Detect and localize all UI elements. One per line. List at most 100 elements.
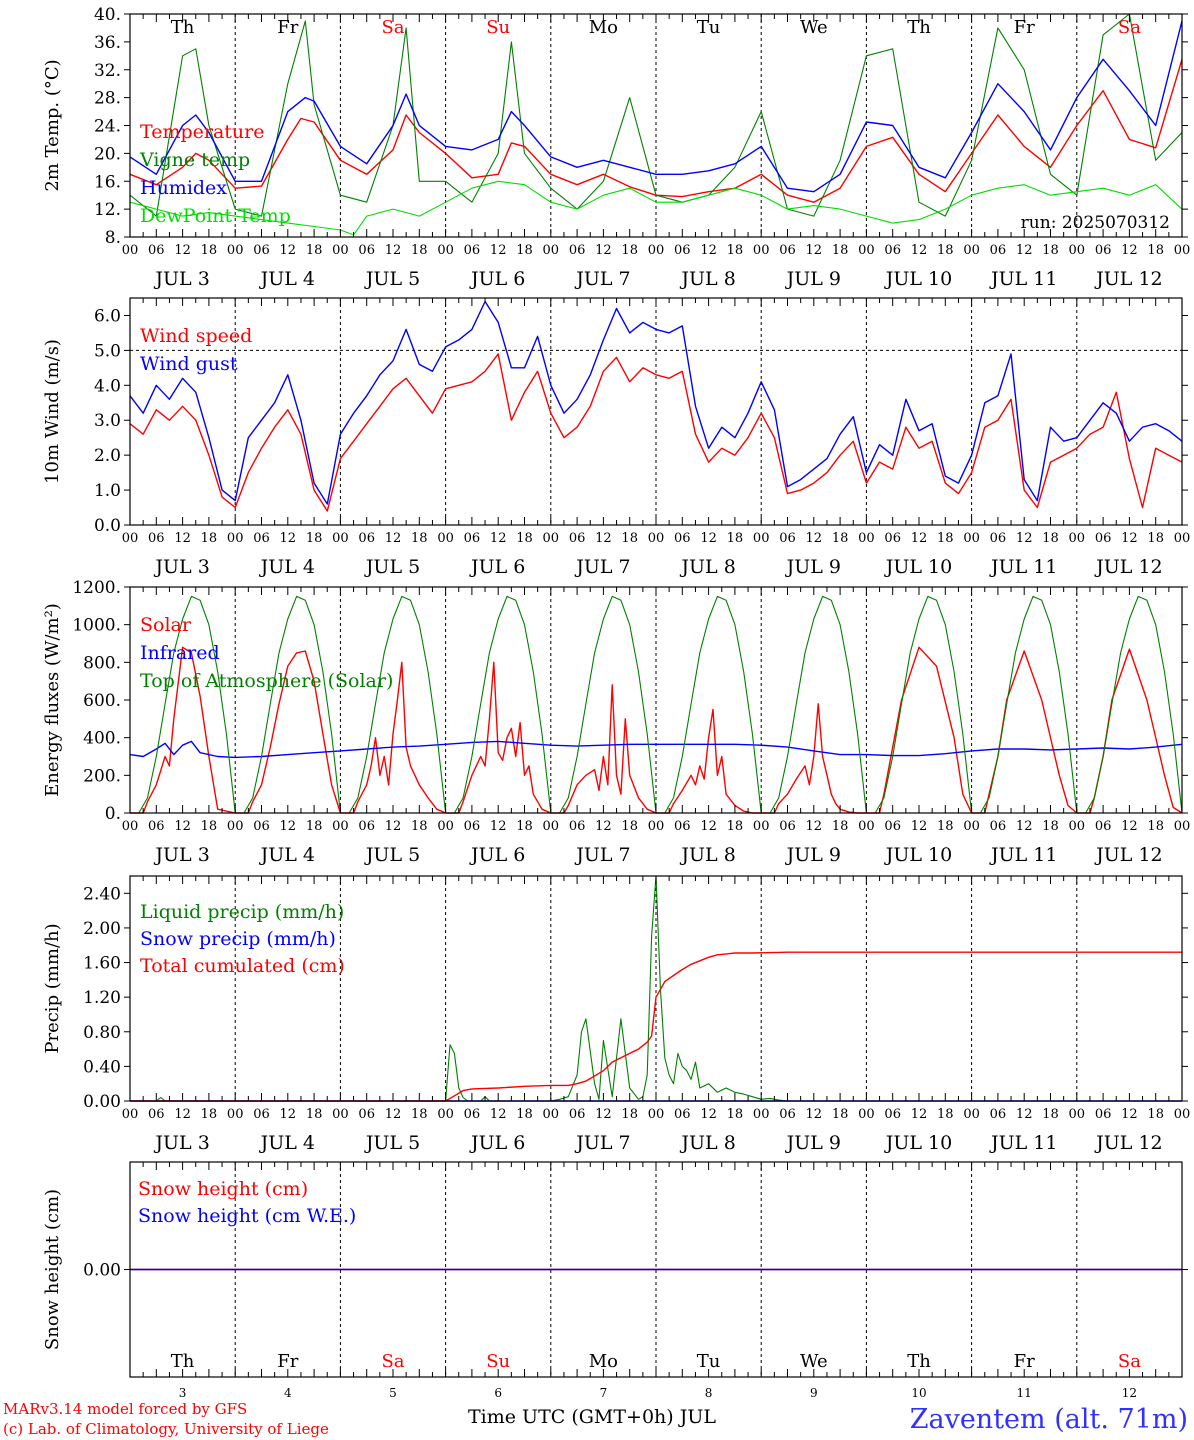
hour-label: 06 (148, 243, 165, 258)
hour-label: 12 (700, 819, 717, 834)
panel-3: 0. 200. 400. 600. 800. 1000. 1200. Energy fluxe… (42, 578, 1190, 866)
date-label: JUL 4 (259, 268, 315, 290)
hour-label: 18 (1042, 243, 1059, 258)
hour-label: 18 (727, 819, 744, 834)
date-label: JUL 4 (259, 556, 315, 578)
hour-label: 00 (332, 243, 349, 258)
date-label: JUL 8 (679, 844, 735, 866)
hour-label: 06 (1095, 531, 1112, 546)
weekday-label: Mo (589, 17, 618, 38)
hour-label: 00 (227, 819, 244, 834)
hour-label: 12 (911, 819, 928, 834)
weekday-label: Tu (697, 1351, 721, 1372)
hour-label: 00 (332, 819, 349, 834)
hour-label: 12 (700, 243, 717, 258)
hour-label: 06 (358, 819, 375, 834)
y-axis-title: Energy fluxes (W/m²) (42, 603, 63, 797)
hour-label: 18 (411, 531, 428, 546)
hour-label: 12 (806, 1107, 823, 1122)
hour-label: 18 (201, 243, 218, 258)
y-tick-label: 20. (94, 144, 121, 164)
hour-label: 12 (911, 531, 928, 546)
hour-label: 00 (1174, 531, 1191, 546)
weekday-label: Mo (589, 1351, 618, 1372)
date-label: JUL 12 (1094, 844, 1162, 866)
date-label: JUL 11 (989, 844, 1057, 866)
date-label: JUL 6 (469, 268, 525, 290)
y-tick-label: 400. (83, 729, 121, 749)
y-tick-label: 0.40 (83, 1057, 121, 1077)
hour-label: 06 (569, 819, 586, 834)
hour-label: 18 (306, 1107, 323, 1122)
weekday-label: Th (907, 1351, 931, 1372)
hour-label: 00 (648, 1107, 665, 1122)
day-number-label: 3 (179, 1386, 187, 1400)
y-tick-label: 3.0 (94, 411, 121, 431)
hour-label: 00 (963, 531, 980, 546)
y-tick-label: 40. (94, 5, 121, 25)
hour-label: 00 (227, 531, 244, 546)
panel-1: 8. 12. 16. 20. 24. 28. 32. 36. 40. 2m Temp. (°C) T… (42, 5, 1190, 290)
hour-label: 18 (621, 531, 638, 546)
hour-label: 06 (779, 1107, 796, 1122)
hour-label: 06 (464, 531, 481, 546)
weekday-label: Fr (277, 1351, 298, 1372)
hour-label: 00 (122, 1107, 139, 1122)
hour-label: 00 (648, 819, 665, 834)
date-label: JUL 8 (679, 1132, 735, 1154)
date-label: JUL 7 (574, 268, 630, 290)
weekday-label: Sa (381, 1351, 404, 1372)
hour-label: 18 (516, 531, 533, 546)
hour-label: 06 (148, 531, 165, 546)
y-tick-label: 1.20 (83, 988, 121, 1008)
hour-label: 18 (937, 819, 954, 834)
hour-label: 18 (832, 819, 849, 834)
hour-label: 12 (595, 1107, 612, 1122)
hour-label: 18 (411, 819, 428, 834)
date-label: JUL 5 (364, 268, 420, 290)
date-label: JUL 6 (469, 844, 525, 866)
date-label: JUL 12 (1094, 1132, 1162, 1154)
hour-label: 12 (490, 531, 507, 546)
hour-label: 06 (674, 531, 691, 546)
y-tick-label: 2.40 (83, 884, 121, 904)
y-tick-label: 2.00 (83, 919, 121, 939)
hour-label: 00 (1174, 1107, 1191, 1122)
date-label: JUL 4 (259, 844, 315, 866)
hour-label: 06 (1095, 243, 1112, 258)
hour-label: 06 (464, 819, 481, 834)
hour-label: 12 (385, 1107, 402, 1122)
hour-label: 00 (1069, 531, 1086, 546)
date-label: JUL 12 (1094, 268, 1162, 290)
hour-label: 06 (674, 243, 691, 258)
hour-label: 00 (963, 819, 980, 834)
date-label: JUL 9 (785, 1132, 841, 1154)
series-line-total-cumulated-cm (130, 951, 1182, 1102)
weekday-label: Th (907, 17, 931, 38)
date-label: JUL 3 (153, 268, 209, 290)
hour-label: 12 (1016, 243, 1033, 258)
hour-label: 18 (621, 1107, 638, 1122)
hour-label: 12 (280, 243, 297, 258)
y-axis-title: Snow height (cm) (42, 1189, 63, 1350)
hour-label: 06 (674, 819, 691, 834)
date-label: JUL 10 (884, 556, 952, 578)
date-label: JUL 11 (989, 556, 1057, 578)
model-credit: MARv3.14 model forced by GFS (3, 1400, 247, 1418)
hour-label: 12 (174, 243, 191, 258)
weekday-label: Th (171, 17, 195, 38)
hour-label: 12 (1016, 531, 1033, 546)
hour-label: 00 (1174, 819, 1191, 834)
hour-label: 06 (358, 1107, 375, 1122)
hour-label: 06 (464, 243, 481, 258)
panel-4: 0.00 0.40 0.80 1.20 1.60 2.00 2.40 Precip (mm/h… (42, 875, 1191, 1154)
hour-label: 18 (516, 1107, 533, 1122)
hour-label: 00 (648, 531, 665, 546)
hour-label: 06 (1095, 1107, 1112, 1122)
weekday-label: Th (171, 1351, 195, 1372)
hour-label: 18 (727, 1107, 744, 1122)
legend-entry: Temperature (140, 121, 264, 143)
panel-5: 0.00 Snow height (cm) Snow height (cm) Snow… (42, 1161, 1188, 1400)
hour-label: 00 (437, 1107, 454, 1122)
day-number-label: 6 (494, 1386, 502, 1400)
